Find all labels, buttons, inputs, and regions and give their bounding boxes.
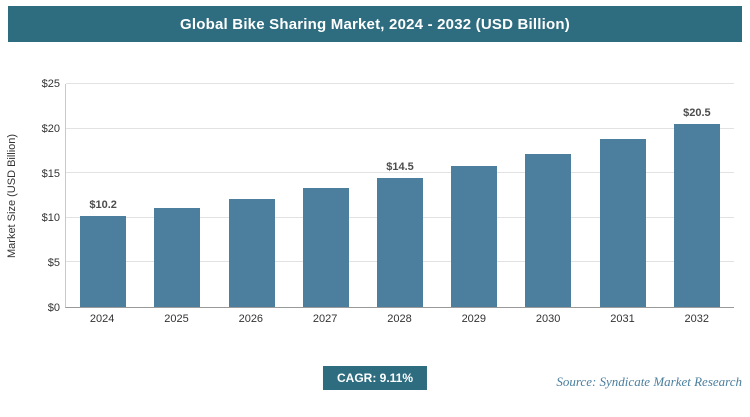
- gridline: [66, 172, 734, 174]
- bar-slot-2024: $10.2: [66, 84, 140, 307]
- y-tick-label: $0: [47, 302, 60, 314]
- x-axis-label-2028: 2028: [387, 313, 412, 325]
- x-axis-label-2027: 2027: [312, 313, 338, 325]
- bar-slot-2031: [586, 84, 660, 307]
- x-axis-labels: 2024 2025 2026 2027 2028 2029 2030 2031 2032: [65, 313, 734, 325]
- chart-title-bar: Global Bike Sharing Market, 2024 - 2032 …: [8, 6, 742, 42]
- x-axis-label-2031: 2031: [610, 313, 635, 325]
- bar-slot-2026: [214, 84, 288, 307]
- y-tick-label: $5: [47, 257, 60, 270]
- bar-slot-2025: [140, 84, 214, 307]
- y-axis-ticks: $0 $5 $10 $15 $20 $25: [18, 78, 60, 314]
- bar-2029: [451, 166, 498, 307]
- x-axis-label-2032: 2032: [684, 313, 710, 325]
- cagr-badge: CAGR: 9.11%: [322, 366, 428, 390]
- bar-2024: $10.2: [80, 199, 127, 307]
- y-tick-label: $15: [41, 167, 60, 180]
- bar-series: $10.2 $14.5 $20.5: [66, 84, 734, 307]
- bar-slot-2032: $20.5: [660, 84, 734, 307]
- bar-2027: [302, 188, 349, 307]
- y-tick-label: $20: [41, 122, 60, 135]
- x-axis-label-2030: 2030: [535, 313, 561, 325]
- bar-slot-2027: [289, 84, 363, 307]
- gridline: [66, 127, 734, 129]
- x-axis-label-2029: 2029: [461, 313, 487, 325]
- bar-value-label: $14.5: [386, 160, 414, 173]
- source-text: Source: Syndicate Market Research: [556, 374, 742, 389]
- bar-slot-2030: [511, 84, 585, 307]
- bar-2032: $20.5: [673, 107, 720, 307]
- x-axis-label-2026: 2026: [238, 313, 264, 325]
- plot-area: $10.2 $14.5 $20.5: [65, 83, 734, 308]
- bar-2026: [228, 199, 275, 307]
- bar-slot-2028: $14.5: [363, 84, 437, 307]
- y-tick-label: $25: [41, 78, 60, 90]
- x-axis-label-2024: 2024: [89, 313, 115, 325]
- page-title: Global Bike Sharing Market, 2024 - 2032 …: [180, 15, 570, 33]
- y-tick-label: $10: [41, 212, 60, 225]
- gridline: [66, 83, 734, 84]
- bar-slot-2029: [437, 84, 511, 307]
- bar-value-label: $20.5: [683, 107, 711, 120]
- bar-value-label: $10.2: [89, 199, 117, 212]
- x-axis-label-2025: 2025: [164, 313, 189, 325]
- bar-2030: [525, 153, 572, 307]
- bar-2028: $14.5: [376, 161, 423, 307]
- bar-2025: [154, 208, 201, 307]
- bar-2031: [599, 139, 646, 307]
